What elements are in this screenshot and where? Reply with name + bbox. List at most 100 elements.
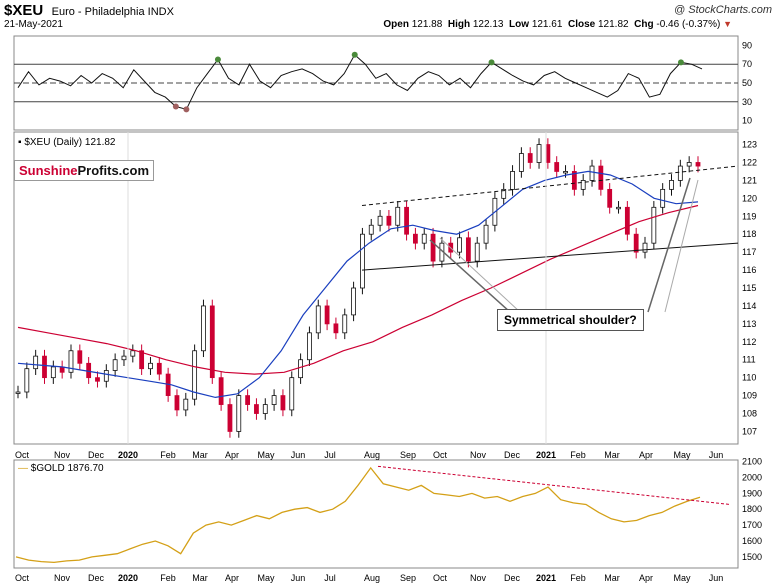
candle-body xyxy=(386,215,392,226)
gold-x-tick: Mar xyxy=(192,573,208,583)
candle-body xyxy=(121,355,127,361)
gold-x-tick: Dec xyxy=(88,573,105,583)
candle-body xyxy=(112,359,118,371)
rsi-oversold-marker xyxy=(183,106,190,113)
candle-body xyxy=(245,395,251,405)
rsi-y-tick: 70 xyxy=(742,59,752,69)
gold-y-tick: 1500 xyxy=(742,552,762,562)
moving-average-blue-line xyxy=(17,170,699,399)
gold-series-label: $GOLD 1876.70 xyxy=(30,463,104,474)
price-x-tick: 2020 xyxy=(118,450,138,460)
gold-x-tick: Apr xyxy=(639,573,653,583)
candle-body xyxy=(218,377,224,405)
price-y-tick: 112 xyxy=(742,337,756,347)
price-x-tick: Aug xyxy=(364,450,380,460)
candle-body xyxy=(342,314,348,334)
header-title: $XEU Euro - Philadelphia INDX xyxy=(4,2,174,20)
high-value: 122.13 xyxy=(472,19,504,30)
price-x-tick: May xyxy=(673,450,691,460)
candle-body xyxy=(616,206,621,210)
price-x-tick: Apr xyxy=(225,450,239,460)
gold-x-tick: Dec xyxy=(504,573,521,583)
price-x-tick: Oct xyxy=(433,450,448,460)
candle-body xyxy=(677,165,683,181)
legend-swatch-icon: ▪ xyxy=(18,137,22,148)
candle-body xyxy=(183,398,189,411)
price-x-tick: Jun xyxy=(291,450,306,460)
gold-layer xyxy=(15,465,731,564)
rsi-y-tick: 10 xyxy=(742,116,752,126)
gold-x-tick: Aug xyxy=(364,573,380,583)
price-y-tick: 107 xyxy=(742,426,757,436)
candle-body xyxy=(695,162,701,167)
gold-y-tick: 1900 xyxy=(742,488,762,498)
rsi-line xyxy=(17,54,703,110)
candle-body xyxy=(404,206,409,235)
candle-body xyxy=(201,305,206,352)
price-y-tick: 123 xyxy=(742,140,757,150)
gold-legend-line-icon: — xyxy=(18,463,28,474)
price-y-tick: 113 xyxy=(742,319,756,329)
gold-x-tick: Jun xyxy=(291,573,306,583)
rsi-y-tick: 50 xyxy=(742,78,752,88)
price-x-tick: Oct xyxy=(15,450,30,460)
candle-body xyxy=(156,362,162,375)
candle-body xyxy=(465,237,471,262)
candle-body xyxy=(209,305,215,379)
candle-body xyxy=(527,153,533,163)
candle-body xyxy=(651,206,657,244)
price-x-tick: Dec xyxy=(88,450,105,460)
price-panel-label: ▪ $XEU (Daily) 121.82 xyxy=(18,137,115,148)
annotation-callout: Symmetrical shoulder? xyxy=(497,309,644,331)
candle-body xyxy=(50,366,56,379)
rsi-y-tick: 30 xyxy=(742,97,752,107)
gold-x-tick: Mar xyxy=(604,573,620,583)
price-y-tick: 121 xyxy=(742,175,757,185)
rsi-overbought-marker xyxy=(351,51,358,58)
price-x-tick: May xyxy=(257,450,275,460)
rsi-layer xyxy=(14,51,738,113)
candle-body xyxy=(139,350,145,370)
candle-body xyxy=(174,395,180,411)
candle-body xyxy=(333,323,339,334)
gold-panel-label: — $GOLD 1876.70 xyxy=(18,463,104,474)
candle-body xyxy=(68,350,74,373)
close-value: 121.82 xyxy=(597,19,629,30)
price-x-tick: Nov xyxy=(54,450,71,460)
candle-body xyxy=(351,287,356,316)
down-arrow-icon: ▼ xyxy=(723,19,732,29)
gold-x-tick: May xyxy=(673,573,691,583)
price-x-tick: Nov xyxy=(470,450,487,460)
price-x-tick: Dec xyxy=(504,450,521,460)
gold-resistance-line xyxy=(377,465,731,505)
price-y-tick: 117 xyxy=(742,247,756,257)
candle-body xyxy=(103,370,109,382)
gold-x-tick: Oct xyxy=(433,573,448,583)
candle-body xyxy=(421,233,427,244)
candle-body xyxy=(254,404,259,414)
rsi-overbought-marker xyxy=(488,59,495,66)
axis-layer: Oct Nov Dec 2020 Feb Mar Apr May Jun Jul Aug Sep Oct… xyxy=(15,40,762,583)
candle-body xyxy=(368,224,374,235)
gold-panel-frame xyxy=(13,459,739,569)
moving-average-red-line xyxy=(17,204,699,375)
candle-body xyxy=(413,233,418,244)
candle-body xyxy=(280,395,286,411)
gold-x-tick: Nov xyxy=(470,573,487,583)
rsi-oversold-marker xyxy=(172,103,179,110)
quote-line: Open 121.88 High 122.13 Low 121.61 Close… xyxy=(383,19,732,30)
gold-x-tick: 2021 xyxy=(536,573,556,583)
candle-body xyxy=(130,350,136,357)
price-y-tick: 118 xyxy=(742,229,756,239)
candle-body xyxy=(360,233,365,289)
price-y-tick: 108 xyxy=(742,409,757,419)
price-x-tick: 2021 xyxy=(536,450,556,460)
candle-body xyxy=(430,233,436,262)
low-value: 121.61 xyxy=(531,19,563,30)
brand-part1: Sunshine xyxy=(19,163,78,178)
gold-x-tick: Sep xyxy=(400,573,416,583)
candle-body xyxy=(474,242,480,262)
candle-body xyxy=(686,162,692,167)
gold-y-tick: 1800 xyxy=(742,504,762,514)
